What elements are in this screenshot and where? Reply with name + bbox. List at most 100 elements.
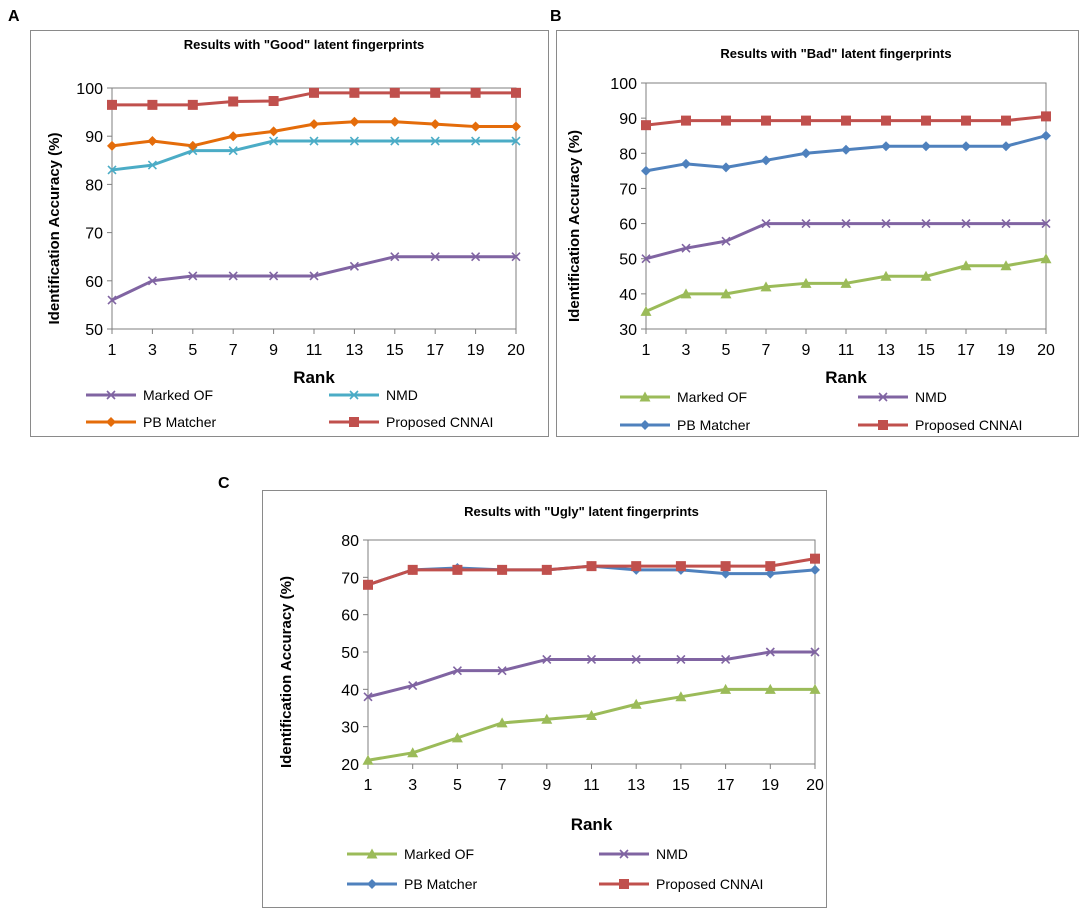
chart-a-legend-label: NMD [386, 387, 418, 403]
chart-c-point-proposed-cnnai [497, 564, 508, 575]
chart-c-point-marked-of [451, 732, 463, 743]
chart-c-x-tick-label: 9 [542, 777, 551, 794]
chart-c-y-tick-label: 30 [341, 720, 359, 737]
chart-c-series-nmd [363, 647, 820, 702]
chart-c-legend-swatch-marker [619, 879, 629, 889]
chart-c-point-proposed-cnnai [631, 561, 642, 572]
chart-a-point-proposed-cnnai [470, 87, 481, 98]
chart-a-legend-label: PB Matcher [143, 414, 216, 430]
chart-a-point-proposed-cnnai [268, 96, 279, 107]
chart-c-x-axis-label: Rank [571, 815, 613, 834]
chart-b-point-proposed-cnnai [761, 115, 771, 126]
chart-b-x-tick-label: 15 [917, 342, 935, 359]
chart-c-point-nmd [631, 654, 641, 665]
chart-b-point-marked-of [960, 260, 972, 271]
chart-c-point-nmd [721, 654, 731, 665]
chart-c-point-nmd [765, 647, 775, 657]
chart-a-y-tick-label: 50 [85, 322, 103, 339]
chart-a-point-proposed-cnnai [349, 87, 360, 98]
chart-b-legend-swatch-marker [640, 420, 650, 430]
chart-b-point-pb-matcher [801, 148, 811, 159]
chart-b-x-tick-label: 5 [722, 342, 731, 359]
chart-a-point-marked-of [269, 271, 279, 281]
chart-b-point-marked-of [1040, 253, 1052, 264]
chart-b-y-tick-label: 70 [619, 181, 637, 198]
chart-a-series-proposed-cnnai [107, 87, 521, 110]
chart-b-point-nmd [761, 219, 771, 229]
chart-a-point-nmd [107, 165, 117, 175]
chart-c-point-marked-of [407, 747, 419, 758]
chart-b-legend-label: PB Matcher [677, 417, 750, 433]
chart-a-point-nmd [349, 136, 359, 146]
chart-a-legend-item-nmd: NMD [329, 387, 418, 403]
chart-b-legend-item-proposed-cnnai: Proposed CNNAI [858, 417, 1022, 433]
chart-a-y-tick-label: 100 [76, 81, 103, 98]
chart-b-point-pb-matcher [641, 165, 651, 176]
chart-b-x-tick-label: 7 [762, 342, 771, 359]
chart-c-point-proposed-cnnai [586, 561, 597, 572]
chart-b-x-tick-label: 17 [957, 342, 975, 359]
chart-a-legend-swatch-marker [349, 417, 359, 427]
chart-a-legend-item-pb-matcher: PB Matcher [86, 414, 216, 430]
chart-c-point-nmd [542, 654, 552, 665]
chart-c-y-tick-label: 70 [341, 570, 359, 587]
chart-c-legend-item-nmd: NMD [599, 846, 688, 862]
chart-a-point-marked-of [107, 295, 117, 305]
chart-a-legend-item-marked-of: Marked OF [86, 387, 213, 403]
chart-c-x-tick-label: 19 [761, 777, 779, 794]
chart-c-legend-swatch-marker [367, 879, 377, 889]
chart-b-legend-swatch-marker [639, 391, 651, 402]
chart-b-y-tick-label: 30 [619, 322, 637, 339]
chart-b-y-tick-label: 80 [619, 146, 637, 163]
chart-a-frame: Results with "Good" latent fingerprints 5… [30, 30, 549, 437]
chart-b-point-proposed-cnnai [681, 115, 691, 126]
chart-b-x-tick-label: 1 [642, 342, 651, 359]
chart-c-point-nmd [363, 692, 373, 702]
chart-c-x-tick-label: 20 [806, 777, 824, 794]
chart-a-point-pb-matcher [187, 140, 198, 151]
chart-b-y-tick-label: 100 [610, 76, 637, 93]
chart-c-x-tick-label: 13 [627, 777, 645, 794]
chart-a-point-marked-of [228, 271, 238, 281]
chart-a-point-marked-of [511, 252, 521, 262]
chart-a-x-tick-label: 15 [386, 342, 404, 359]
chart-c-point-marked-of [630, 698, 642, 709]
chart-a-point-nmd [269, 136, 279, 146]
chart-a-x-tick-label: 3 [148, 342, 157, 359]
panel-label-a: A [8, 8, 20, 25]
chart-a-y-tick-label: 90 [85, 129, 103, 146]
chart-c-legend-item-marked-of: Marked OF [347, 846, 474, 862]
chart-b-point-proposed-cnnai [1041, 111, 1051, 122]
chart-c-title: Results with "Ugly" latent fingerprints [464, 504, 699, 519]
chart-a-point-pb-matcher [511, 121, 521, 132]
chart-b-line-nmd [645, 222, 1046, 261]
chart-a-y-tick-label: 70 [85, 226, 103, 243]
chart-b-y-tick-label: 40 [619, 287, 637, 304]
chart-a-x-axis-label: Rank [293, 368, 335, 387]
chart-b-point-proposed-cnnai [721, 115, 731, 126]
chart-b: Results with "Bad" latent fingerprints 30… [566, 46, 1055, 433]
chart-a-point-pb-matcher [470, 121, 481, 132]
chart-c-point-marked-of [720, 683, 732, 694]
chart-c-point-proposed-cnnai [407, 564, 418, 575]
chart-b-point-proposed-cnnai [801, 115, 811, 126]
chart-a-line-nmd [111, 139, 516, 172]
chart-c-point-pb-matcher [765, 568, 776, 579]
chart-a-point-marked-of [430, 252, 440, 262]
chart-b-legend-item-pb-matcher: PB Matcher [620, 417, 750, 433]
chart-b-series-marked-of [640, 253, 1052, 316]
chart-c-point-proposed-cnnai [452, 564, 463, 575]
chart-a-x-tick-label: 19 [467, 342, 485, 359]
chart-b-legend: Marked OF NMD PB Matcher Proposed CNNAI [620, 389, 1022, 433]
chart-a-point-pb-matcher [309, 119, 319, 130]
chart-a-point-nmd [511, 136, 521, 146]
chart-a-point-nmd [390, 136, 400, 146]
chart-a-line-marked-of [111, 255, 516, 302]
chart-b-point-proposed-cnnai [641, 120, 651, 131]
chart-b-x-tick-label: 3 [682, 342, 691, 359]
chart-a-point-pb-matcher [107, 140, 117, 151]
chart-b-point-proposed-cnnai [961, 115, 971, 126]
chart-a-point-pb-matcher [430, 119, 441, 130]
chart-a-point-pb-matcher [349, 116, 360, 127]
chart-b-point-marked-of [880, 270, 892, 281]
